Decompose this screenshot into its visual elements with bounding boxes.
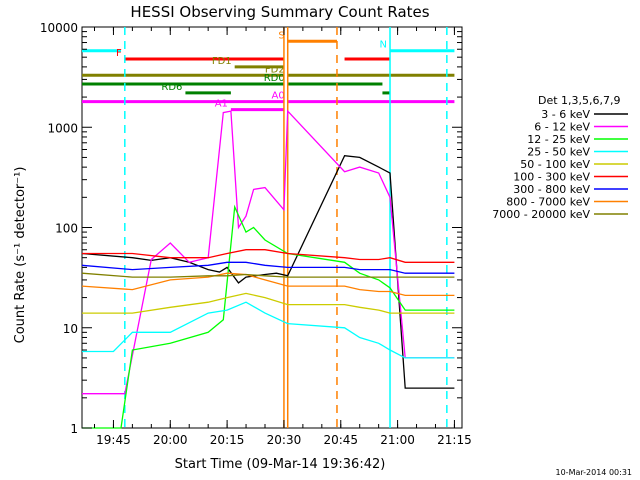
x-tick-label: 20:00 [153, 433, 188, 447]
legend-entry-label: 100 - 300 keV [513, 171, 590, 184]
timestamp: 10-Mar-2014 00:31 [556, 468, 633, 477]
plot-area-frame [81, 26, 463, 429]
x-tick-label: 20:15 [210, 433, 245, 447]
flag-label-n: N [380, 40, 387, 51]
flag-label-fd1: FD1 [212, 56, 232, 67]
series-line-300-800-kev [81, 261, 455, 274]
y-tick-label: 1 [70, 422, 78, 436]
y-tick-label: 10000 [40, 21, 78, 35]
y-tick-label: 100 [55, 222, 78, 236]
series-line-7000-20000-kev [81, 272, 455, 278]
x-tick-label: 19:45 [96, 433, 131, 447]
legend-title: Det 1,3,5,6,7,9 [538, 94, 621, 107]
legend-entry-label: 3 - 6 keV [541, 108, 590, 121]
legend-entry-label: 50 - 100 keV [520, 158, 590, 171]
series-line-25-50-kev [82, 301, 455, 359]
y-tick-label: 1000 [47, 121, 78, 135]
series-line-12-25-kev [82, 204, 455, 429]
series-line-800-7000-kev [81, 272, 455, 297]
flag-label-f: F [116, 48, 122, 59]
legend-entry-label: 12 - 25 keV [527, 133, 590, 146]
legend-entry-label: 25 - 50 keV [527, 146, 590, 159]
flag-label-rd6: RD6 [161, 82, 182, 93]
flag-label-rd0: RD0 [264, 73, 285, 84]
x-tick-label: 20:45 [323, 433, 358, 447]
y-tick-label: 10 [63, 322, 78, 336]
series-line-50-100-kev [82, 292, 455, 314]
x-tick-label: 21:15 [437, 433, 472, 447]
legend-entry-label: 7000 - 20000 keV [492, 208, 590, 221]
legend-entry-label: 300 - 800 keV [513, 183, 590, 196]
chart-title: HESSI Observing Summary Count Rates [130, 3, 429, 21]
flag-label-a1: A1 [215, 99, 228, 110]
series-line-100-300-kev [82, 249, 455, 263]
legend-entry-label: 6 - 12 keV [534, 121, 590, 134]
x-tick-label: 21:00 [380, 433, 415, 447]
x-axis-label: Start Time (09-Mar-14 19:36:42) [175, 457, 386, 472]
flag-label-a0: A0 [272, 91, 285, 102]
flag-label-s: S [278, 30, 284, 41]
series-line-6-12-kev [82, 109, 455, 395]
flag-label-fd2: FD2 [265, 64, 285, 75]
x-tick-label: 20:30 [267, 433, 302, 447]
legend-entry-label: 800 - 7000 keV [506, 196, 590, 209]
y-axis-label: Count Rate (s⁻¹ detector⁻¹) [13, 167, 28, 344]
